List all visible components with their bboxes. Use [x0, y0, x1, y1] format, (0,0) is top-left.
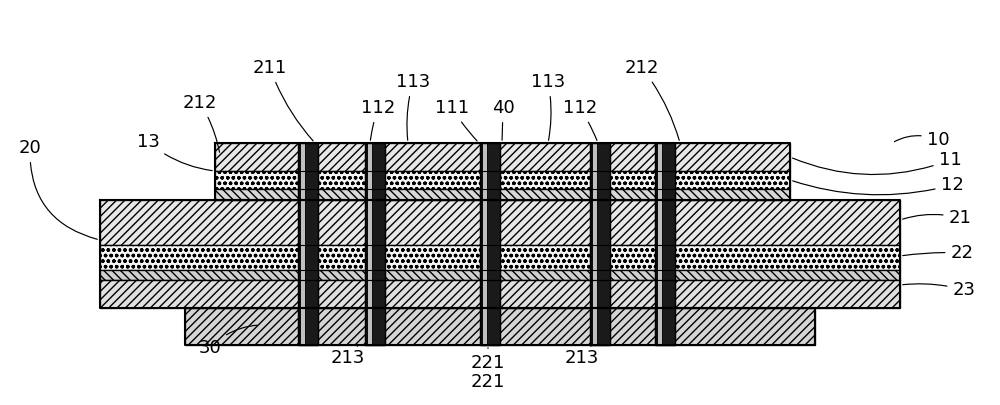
Text: 40: 40: [492, 99, 514, 140]
Bar: [658, 143, 662, 345]
Text: 22: 22: [903, 244, 974, 262]
Bar: [100, 245, 900, 270]
Bar: [590, 143, 610, 345]
Bar: [100, 200, 900, 245]
Bar: [306, 143, 318, 345]
Bar: [215, 143, 790, 171]
Bar: [480, 143, 500, 345]
Bar: [593, 143, 597, 345]
Text: 112: 112: [563, 99, 597, 141]
Text: 213: 213: [565, 345, 599, 367]
Bar: [663, 143, 675, 345]
Bar: [598, 143, 610, 345]
Text: 113: 113: [396, 73, 430, 140]
Text: 111: 111: [435, 99, 477, 141]
Bar: [655, 143, 675, 345]
Text: 212: 212: [183, 94, 220, 152]
Bar: [215, 189, 790, 200]
Bar: [373, 143, 385, 345]
Bar: [298, 143, 318, 345]
Bar: [100, 270, 900, 280]
Text: 221: 221: [471, 373, 505, 391]
Text: 20: 20: [19, 139, 97, 239]
Text: 30: 30: [199, 325, 257, 357]
Text: 113: 113: [531, 73, 565, 140]
Bar: [298, 143, 318, 345]
Text: 211: 211: [253, 59, 313, 141]
Bar: [590, 143, 610, 345]
Bar: [655, 143, 675, 345]
Bar: [185, 308, 815, 345]
Bar: [215, 171, 790, 189]
Text: 23: 23: [903, 281, 976, 299]
Text: 221: 221: [471, 348, 505, 372]
Bar: [301, 143, 305, 345]
Bar: [488, 143, 500, 345]
Bar: [483, 143, 487, 345]
Text: 213: 213: [331, 345, 365, 367]
Text: 212: 212: [625, 59, 679, 140]
Bar: [100, 280, 900, 308]
Bar: [480, 143, 500, 345]
Text: 21: 21: [903, 209, 971, 227]
Text: 13: 13: [137, 133, 212, 171]
Text: 112: 112: [361, 99, 395, 140]
Text: 12: 12: [793, 176, 963, 195]
Text: 11: 11: [793, 151, 961, 175]
Text: 10: 10: [894, 131, 949, 149]
Bar: [368, 143, 372, 345]
Bar: [365, 143, 385, 345]
Bar: [365, 143, 385, 345]
